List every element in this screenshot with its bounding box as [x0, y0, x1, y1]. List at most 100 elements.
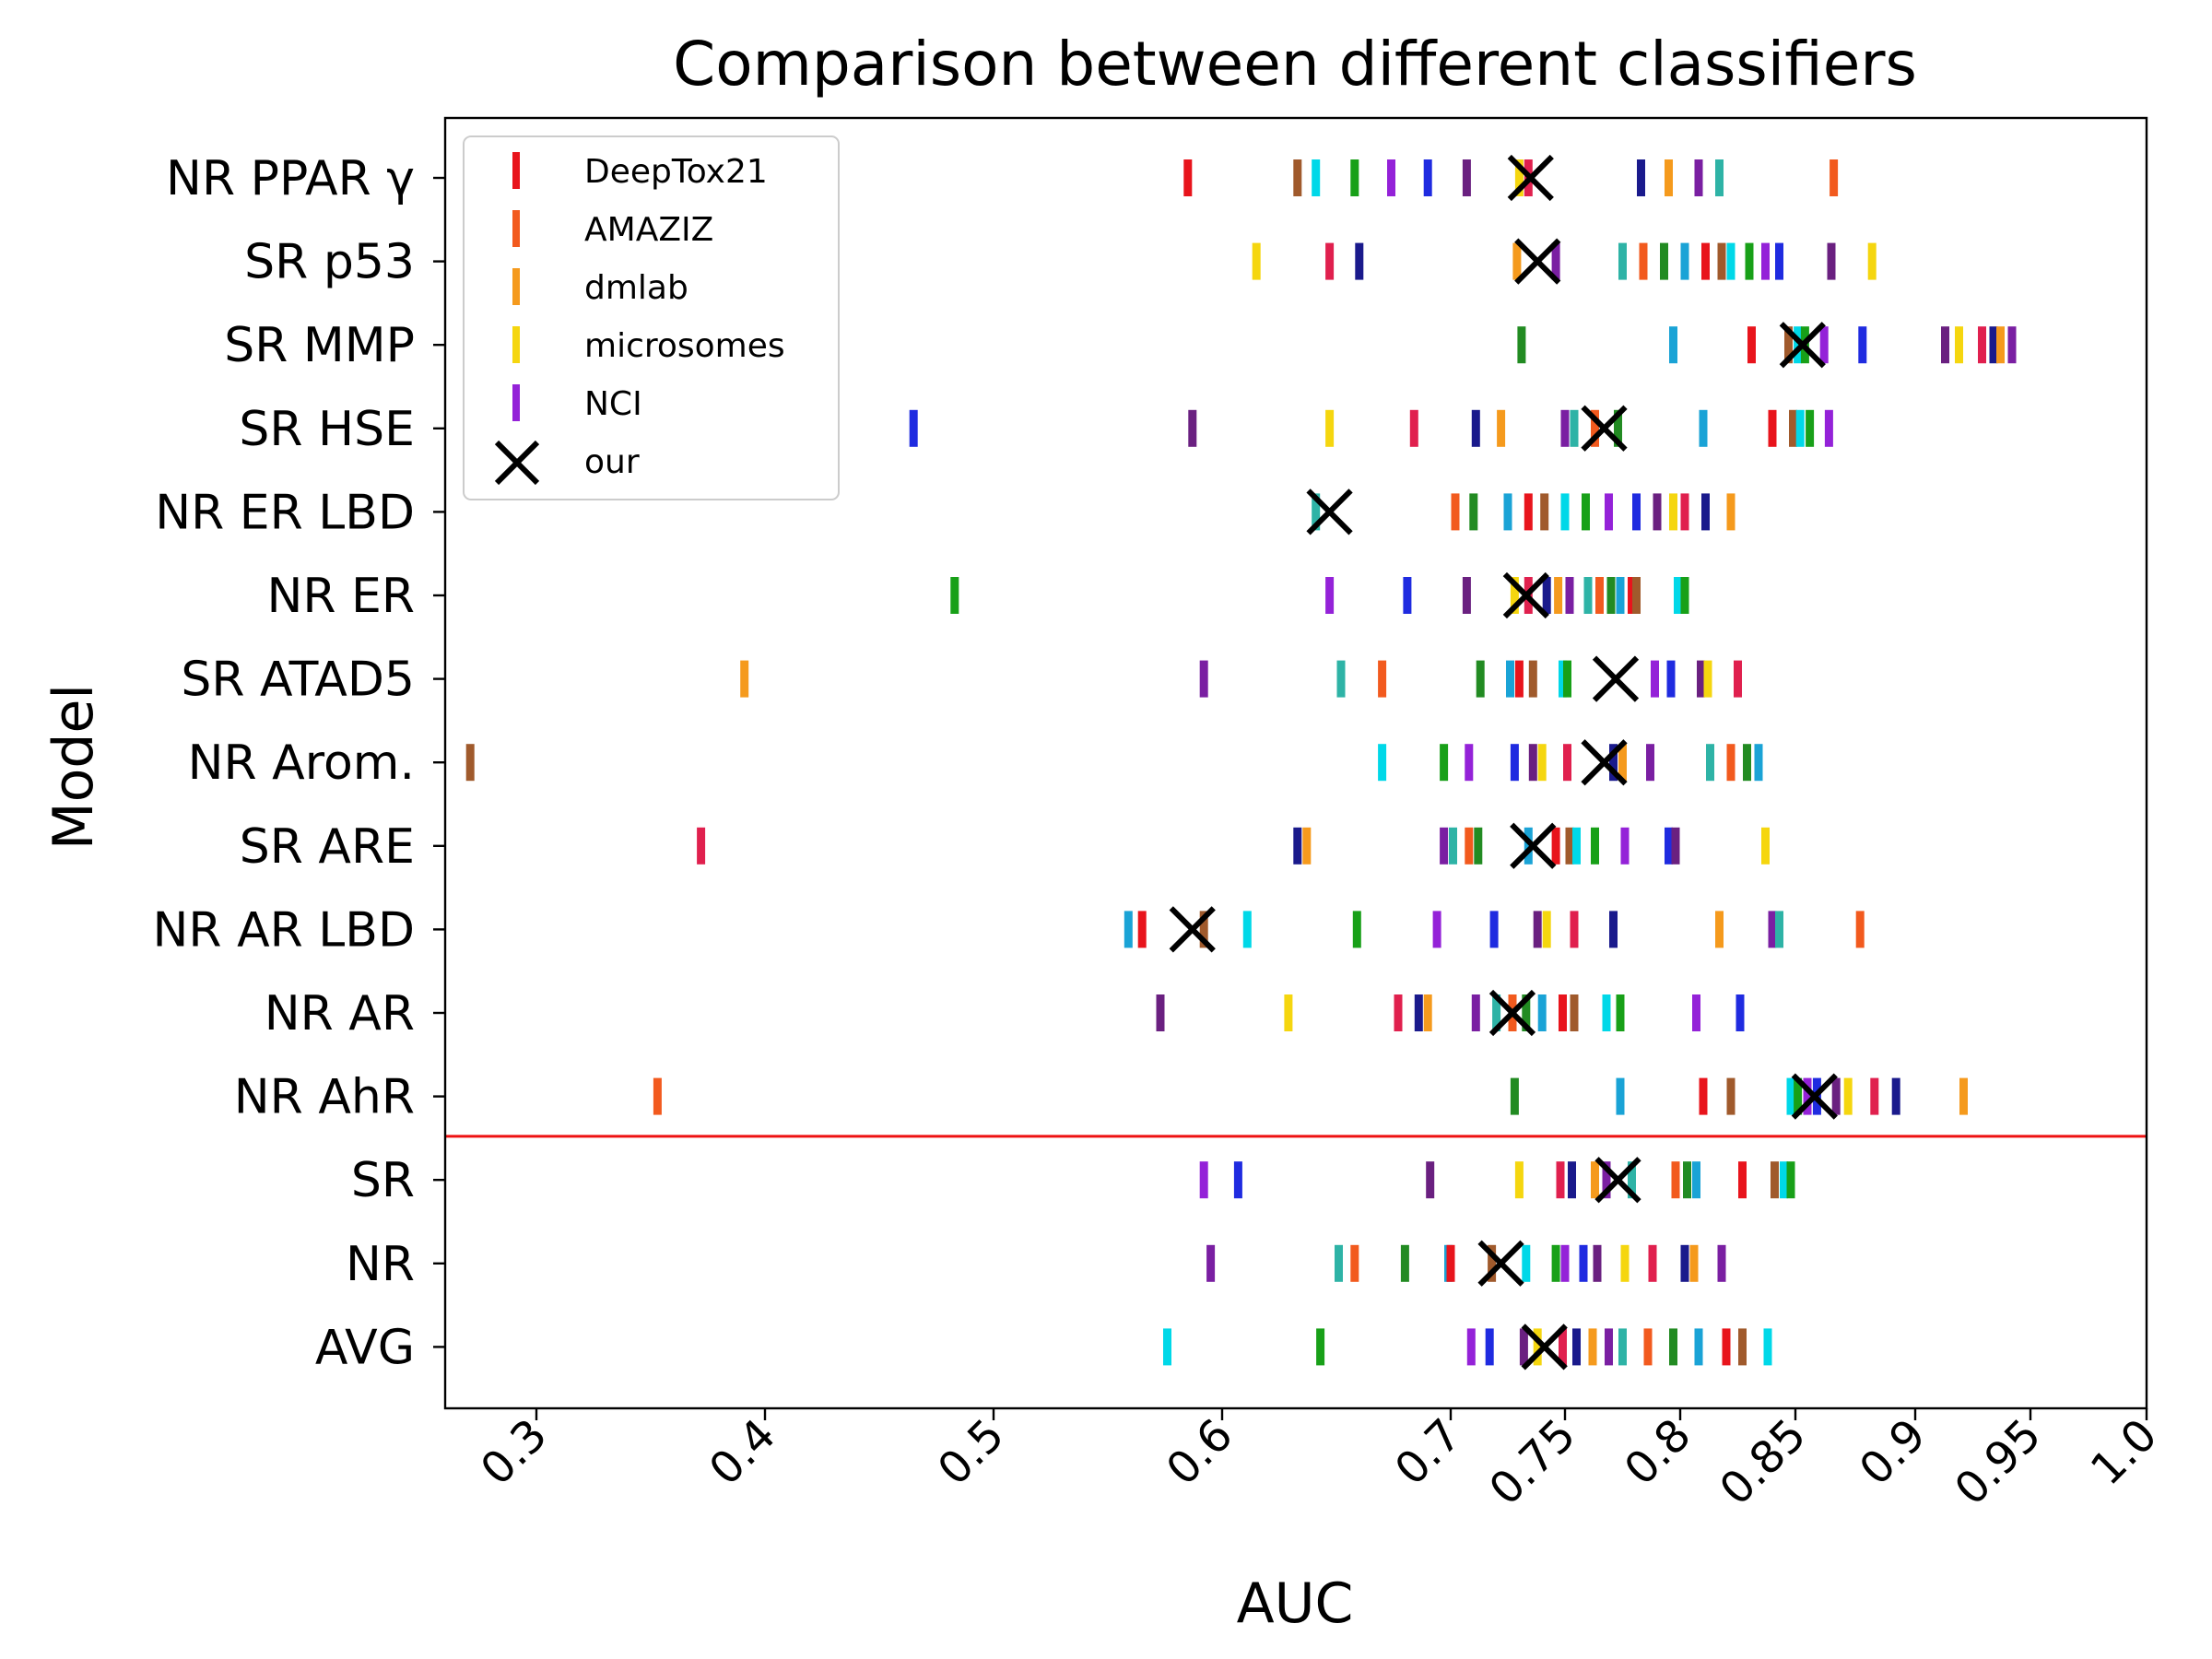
mark-nr-6	[1488, 1244, 1497, 1282]
svg-text:dmlab: dmlab	[584, 269, 688, 307]
our-marker-sr-atad5	[1592, 655, 1640, 702]
mark-avg-1	[1316, 1328, 1325, 1366]
our-marker-nr-ar	[1488, 989, 1536, 1037]
mark-sr-are-14	[1671, 827, 1680, 865]
mark-sr-p53-2	[1355, 242, 1364, 280]
mark-nr-ppar-7	[1514, 159, 1524, 196]
mark-sr-atad5-6	[1514, 660, 1524, 698]
mark-nr-er-lbd-10	[1653, 493, 1662, 531]
mark-nr-arom-10	[1646, 744, 1654, 782]
mark-nr-ahr-6	[1794, 1077, 1803, 1115]
mark-nr-ar-lbd-10	[1609, 911, 1618, 948]
legend-item-amaziz: AMAZIZ	[512, 210, 713, 249]
mark-nr-ar-0	[1156, 994, 1165, 1031]
mark-sr-are-6	[1474, 827, 1483, 865]
y-tick-label-sr-mmp: SR MMP	[224, 318, 415, 373]
y-tick-label-nr-er-lbd: NR ER LBD	[155, 485, 415, 540]
our-marker-sr-mmp	[1779, 322, 1826, 369]
mark-sr-p53-15	[1827, 242, 1836, 280]
mark-avg-3	[1485, 1328, 1494, 1366]
mark-nr-ar-1	[1284, 994, 1293, 1031]
mark-nr-ar-lbd-1	[1137, 911, 1147, 948]
mark-avg-6	[1559, 1328, 1567, 1366]
mark-sr-1	[1233, 1161, 1242, 1199]
mark-nr-er-0	[950, 577, 959, 614]
mark-avg-7	[1572, 1328, 1581, 1366]
mark-sr-hse-3	[1409, 409, 1418, 447]
mark-sr-p53-7	[1660, 242, 1668, 280]
mark-nr-3	[1400, 1244, 1409, 1282]
mark-nr-11	[1593, 1244, 1602, 1282]
mark-nr-er-3	[1462, 577, 1471, 614]
mark-nr-er-6	[1542, 577, 1551, 614]
mark-nr-ppar-4	[1387, 159, 1395, 196]
mark-nr-ar-11	[1570, 994, 1579, 1031]
our-marker-nr-arom	[1581, 739, 1628, 786]
mark-nr-ar-9	[1537, 994, 1547, 1031]
mark-sr-mmp-7	[1858, 326, 1867, 364]
mark-sr-hse-6	[1560, 409, 1570, 447]
mark-nr-0	[1206, 1244, 1216, 1282]
mark-sr-are-4	[1449, 827, 1457, 865]
mark-nr-10	[1579, 1244, 1588, 1282]
mark-sr-mmp-0	[1517, 326, 1526, 364]
mark-nr-arom-3	[1465, 744, 1474, 782]
mark-nr-ahr-0	[653, 1077, 662, 1115]
legend-item-dmlab: dmlab	[512, 268, 688, 307]
mark-nr-er-16	[1680, 577, 1689, 614]
mark-nr-ar-2	[1394, 994, 1403, 1031]
mark-sr-are-8	[1551, 827, 1560, 865]
legend-item-microsomes: microsomes	[512, 326, 785, 365]
y-tick-label-nr: NR	[346, 1237, 415, 1292]
mark-nr-ar-5	[1471, 994, 1480, 1031]
mark-sr-are-7	[1524, 827, 1533, 865]
mark-nr-ppar-0	[1183, 159, 1193, 196]
mark-sr-atad5-14	[1734, 660, 1742, 698]
mark-avg-11	[1643, 1328, 1653, 1366]
mark-sr-p53-13	[1761, 242, 1770, 280]
our-marker-sr-hse	[1581, 405, 1628, 452]
mark-nr-ppar-1	[1293, 159, 1302, 196]
mark-sr-p53-3	[1512, 242, 1522, 280]
mark-nr-14	[1680, 1244, 1689, 1282]
mark-sr-atad5-9	[1563, 660, 1571, 698]
mark-nr-ahr-2	[1616, 1077, 1625, 1115]
mark-nr-ar-lbd-2	[1199, 911, 1208, 948]
mark-nr-er-10	[1595, 577, 1604, 614]
mark-sr-hse-13	[1795, 409, 1805, 447]
mark-sr-3	[1514, 1161, 1524, 1199]
mark-sr-atad5-5	[1506, 660, 1514, 698]
mark-nr-15	[1689, 1244, 1699, 1282]
mark-sr-are-12	[1620, 827, 1630, 865]
y-tick-label-nr-arom: NR Arom.	[188, 735, 415, 791]
mark-nr-er-9	[1583, 577, 1593, 614]
mark-avg-2	[1466, 1328, 1476, 1366]
mark-sr-atad5-7	[1528, 660, 1537, 698]
mark-sr-atad5-2	[1336, 660, 1346, 698]
y-tick-label-nr-ar-lbd: NR AR LBD	[153, 902, 415, 958]
mark-sr-hse-12	[1789, 409, 1797, 447]
mark-nr-arom-6	[1537, 744, 1547, 782]
legend-item-nci: NCI	[512, 384, 642, 423]
mark-nr-er-lbd-5	[1540, 493, 1549, 531]
mark-nr-arom-7	[1563, 744, 1571, 782]
our-marker-nr-ahr	[1791, 1073, 1838, 1120]
mark-sr-9	[1671, 1161, 1680, 1199]
mark-nr-ar-lbd-4	[1352, 911, 1361, 948]
mark-sr-are-3	[1440, 827, 1449, 865]
mark-nr-ar-lbd-9	[1570, 911, 1579, 948]
mark-sr-5	[1568, 1161, 1576, 1199]
y-tick-label-nr-ahr: NR AhR	[234, 1070, 415, 1125]
svg-text:our: our	[584, 443, 640, 481]
mark-avg-4	[1519, 1328, 1528, 1366]
y-tick-label-sr: SR	[351, 1153, 415, 1208]
mark-sr-2	[1426, 1161, 1435, 1199]
mark-nr-er-lbd-11	[1669, 493, 1677, 531]
mark-sr-p53-14	[1775, 242, 1783, 280]
y-axis: NR PPAR γ SR p53 SR MMP SR HSE NR ER LBD NR E…	[153, 151, 445, 1375]
mark-sr-are-0	[697, 827, 706, 865]
mark-nr-ar-lbd-6	[1489, 911, 1499, 948]
mark-nr-12	[1620, 1244, 1630, 1282]
legend-frame	[463, 135, 840, 500]
